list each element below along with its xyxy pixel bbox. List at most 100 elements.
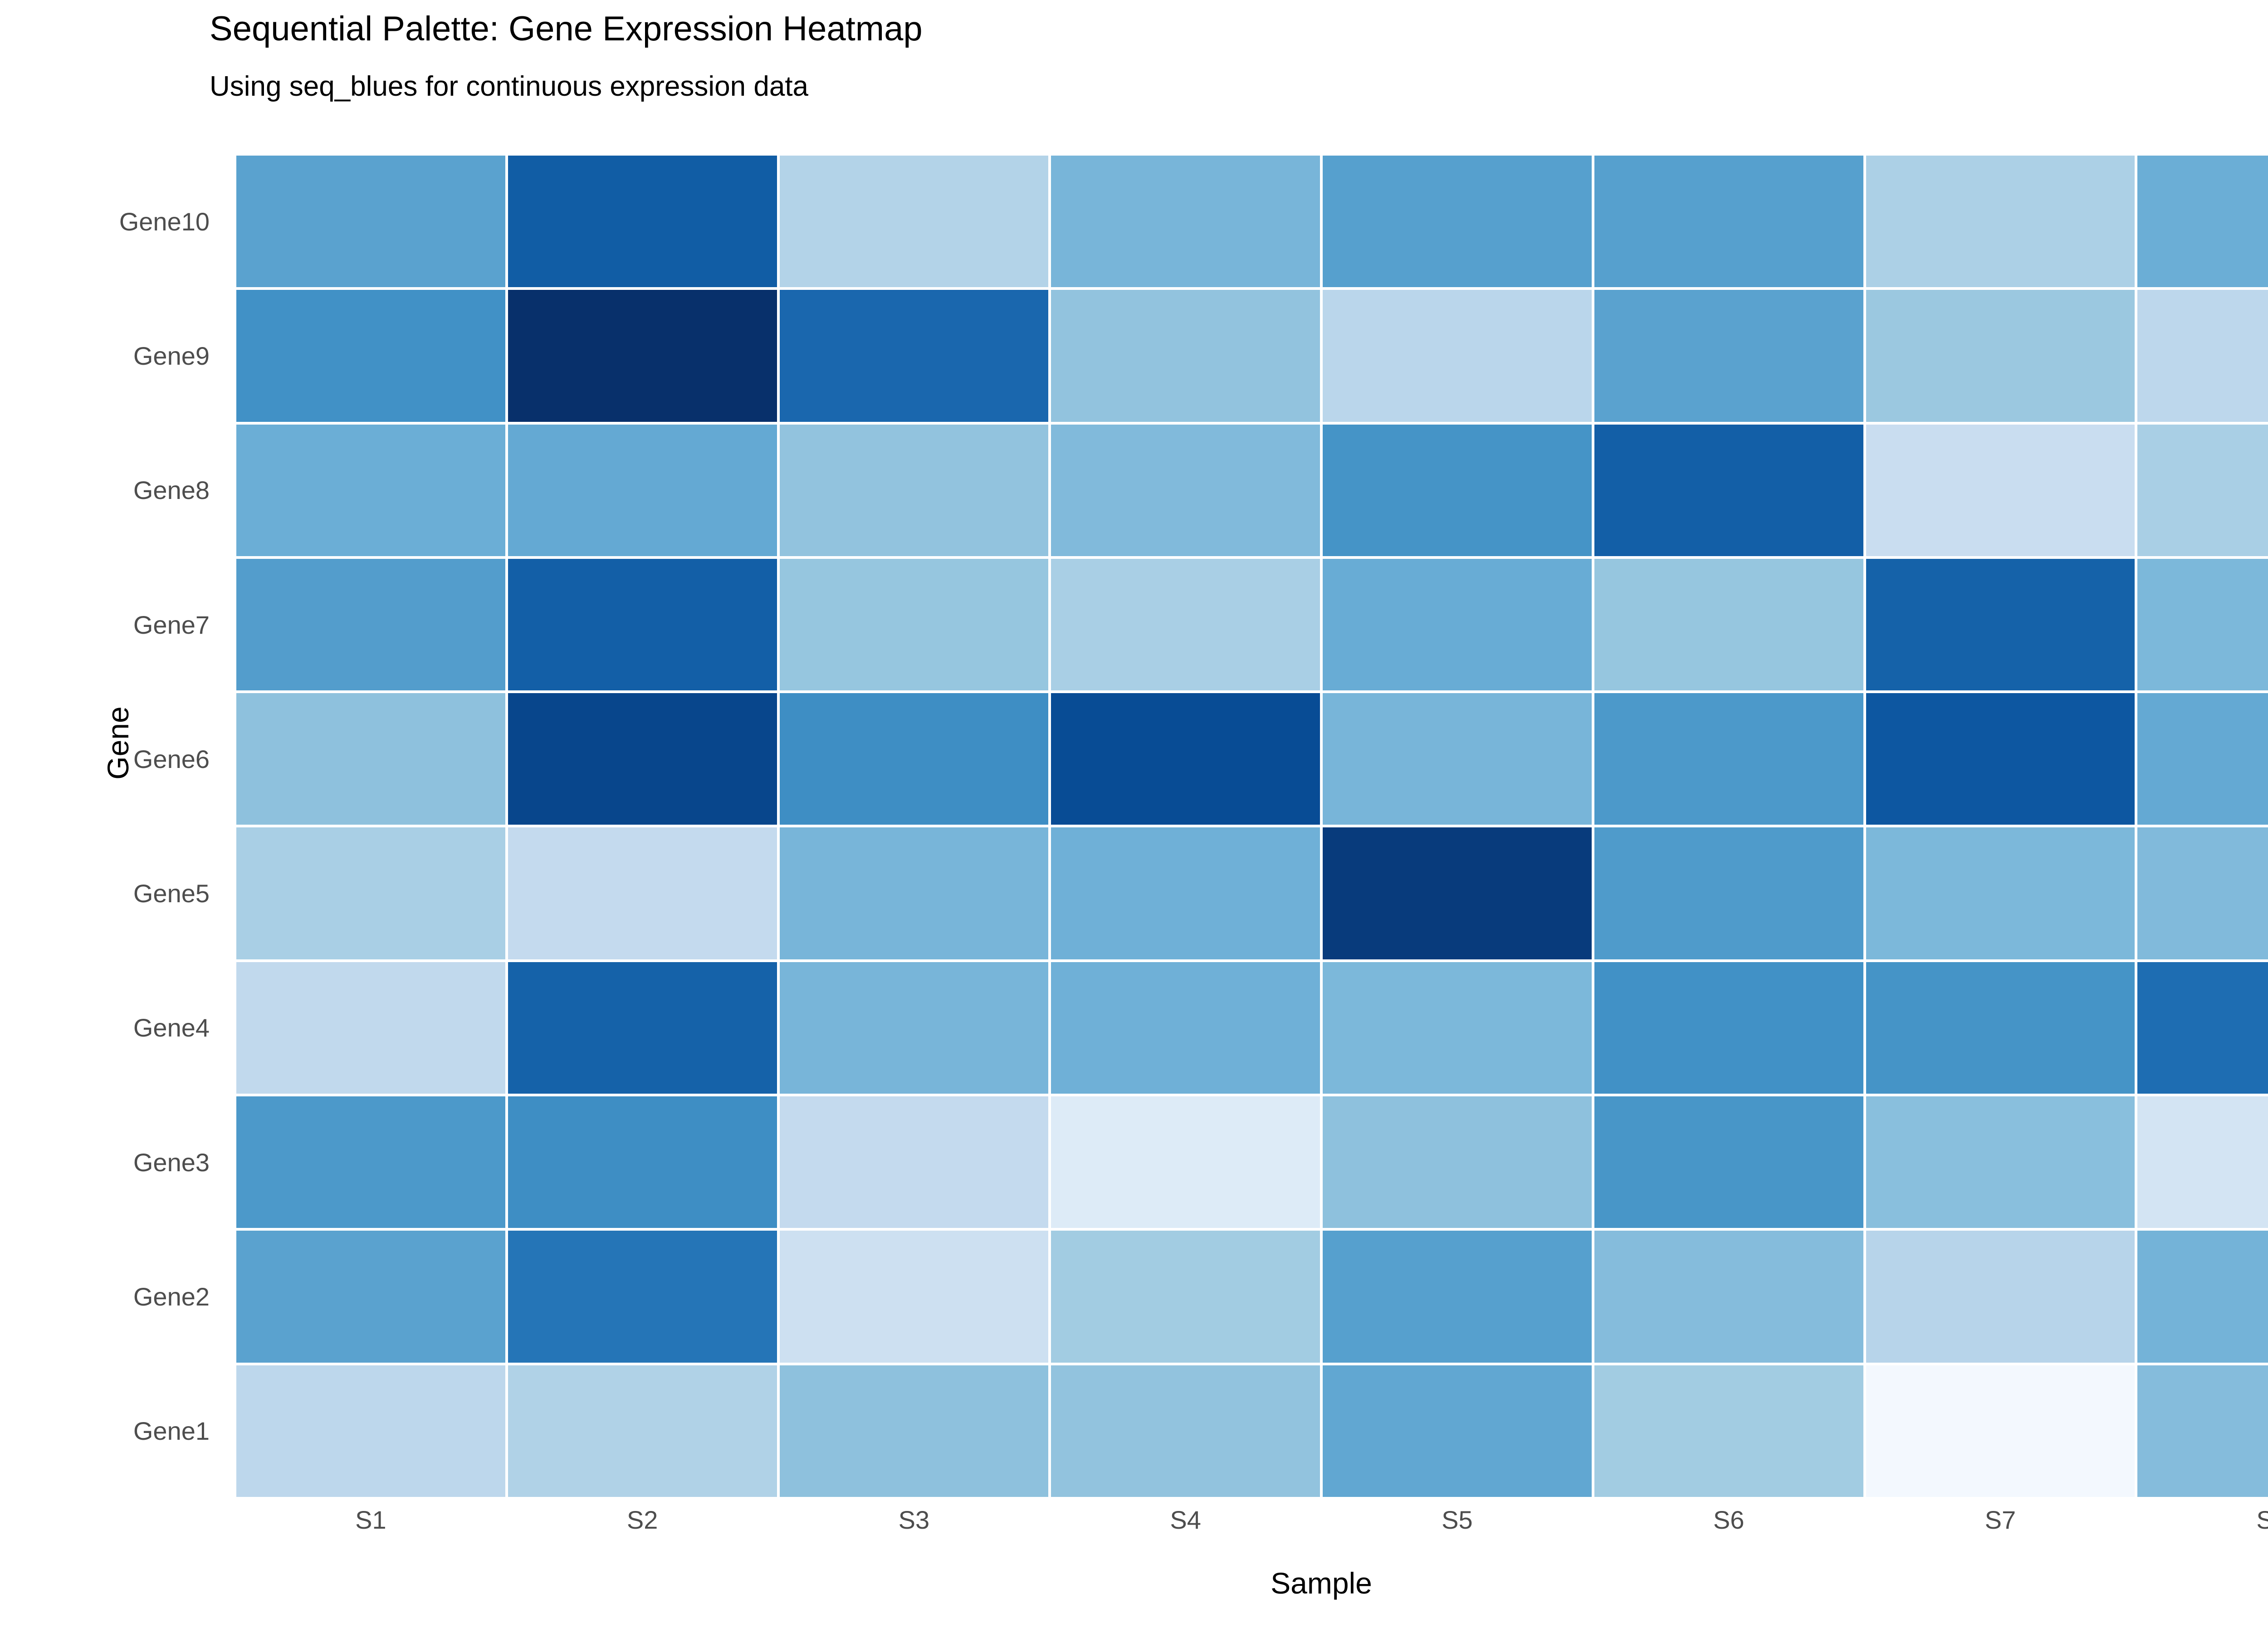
x-axis-title: Sample (1271, 1566, 1372, 1600)
heatmap-grid (235, 154, 2268, 1498)
heatmap-cell[interactable] (778, 960, 1050, 1095)
y-tick-label: Gene5 (133, 879, 210, 908)
heatmap-cell[interactable] (506, 960, 778, 1095)
heatmap-cell[interactable] (1321, 154, 1593, 289)
y-tick-label: Gene7 (133, 610, 210, 639)
heatmap-cell[interactable] (1864, 288, 2136, 423)
heatmap-cell[interactable] (1864, 1364, 2136, 1498)
heatmap-cell[interactable] (2136, 1229, 2268, 1364)
heatmap-cell[interactable] (1050, 557, 1321, 692)
heatmap-cell[interactable] (1864, 423, 2136, 557)
heatmap-cell[interactable] (1050, 1364, 1321, 1498)
x-tick-label: S8 (2256, 1506, 2268, 1534)
x-tick-label: S6 (1713, 1506, 1745, 1534)
y-tick-label: Gene8 (133, 476, 210, 505)
heatmap-cell[interactable] (1050, 826, 1321, 961)
heatmap-cell[interactable] (1593, 960, 1865, 1095)
heatmap-cell[interactable] (778, 826, 1050, 961)
heatmap-cell[interactable] (1864, 960, 2136, 1095)
heatmap-cell[interactable] (1864, 1095, 2136, 1230)
heatmap-cell[interactable] (1050, 692, 1321, 826)
heatmap-cell[interactable] (235, 557, 507, 692)
heatmap-cell[interactable] (235, 692, 507, 826)
heatmap-cell[interactable] (506, 423, 778, 557)
x-tick-label: S2 (626, 1506, 658, 1534)
heatmap-cell[interactable] (2136, 154, 2268, 289)
heatmap-cell[interactable] (1593, 288, 1865, 423)
heatmap-cell[interactable] (1593, 1229, 1865, 1364)
heatmap-cell[interactable] (2136, 1095, 2268, 1230)
heatmap-cell[interactable] (1864, 692, 2136, 826)
heatmap-cell[interactable] (235, 288, 507, 423)
x-tick-label: S7 (1984, 1506, 2016, 1534)
heatmap-panel (235, 154, 2268, 1498)
heatmap-cell[interactable] (1593, 826, 1865, 961)
heatmap-cell[interactable] (778, 557, 1050, 692)
heatmap-cell[interactable] (1593, 1095, 1865, 1230)
heatmap-cell[interactable] (1321, 423, 1593, 557)
heatmap-cell[interactable] (235, 1229, 507, 1364)
heatmap-cell[interactable] (2136, 692, 2268, 826)
heatmap-cell[interactable] (235, 960, 507, 1095)
heatmap-cell[interactable] (2136, 960, 2268, 1095)
heatmap-cell[interactable] (2136, 557, 2268, 692)
heatmap-cell[interactable] (1321, 692, 1593, 826)
heatmap-cell[interactable] (1864, 1229, 2136, 1364)
heatmap-cell[interactable] (778, 692, 1050, 826)
heatmap-cell[interactable] (1864, 826, 2136, 961)
heatmap-cell[interactable] (235, 826, 507, 961)
heatmap-cell[interactable] (1050, 1095, 1321, 1230)
heatmap-cell[interactable] (506, 1095, 778, 1230)
heatmap-cell[interactable] (1321, 826, 1593, 961)
heatmap-cell[interactable] (506, 288, 778, 423)
heatmap-cell[interactable] (235, 1095, 507, 1230)
heatmap-cell[interactable] (1593, 557, 1865, 692)
heatmap-cell[interactable] (778, 288, 1050, 423)
y-tick-label: Gene2 (133, 1282, 210, 1311)
heatmap-cell[interactable] (235, 1364, 507, 1498)
y-tick-label: Gene1 (133, 1417, 210, 1446)
heatmap-cell[interactable] (1050, 288, 1321, 423)
heatmap-cell[interactable] (1321, 960, 1593, 1095)
y-tick-label: Gene9 (133, 341, 210, 370)
heatmap-cell[interactable] (1050, 1229, 1321, 1364)
heatmap-cell[interactable] (778, 1095, 1050, 1230)
x-tick-label: S1 (355, 1506, 386, 1534)
heatmap-cell[interactable] (778, 1364, 1050, 1498)
heatmap-cell[interactable] (1593, 423, 1865, 557)
y-axis-tick-labels: Gene10 Gene9 Gene8 Gene7 Gene6 Gene5 Gene4 Gene… (50, 154, 221, 1498)
heatmap-cell[interactable] (1593, 154, 1865, 289)
heatmap-cell[interactable] (1321, 1364, 1593, 1498)
heatmap-cell[interactable] (506, 692, 778, 826)
heatmap-cell[interactable] (1593, 692, 1865, 826)
heatmap-cell[interactable] (1864, 557, 2136, 692)
heatmap-cell[interactable] (1593, 1364, 1865, 1498)
heatmap-cell[interactable] (2136, 288, 2268, 423)
heatmap-cell[interactable] (1321, 1229, 1593, 1364)
heatmap-cell[interactable] (1321, 1095, 1593, 1230)
heatmap-cell[interactable] (778, 423, 1050, 557)
heatmap-cell[interactable] (2136, 826, 2268, 961)
heatmap-cell[interactable] (235, 423, 507, 557)
heatmap-cell[interactable] (778, 154, 1050, 289)
heatmap-cell[interactable] (506, 557, 778, 692)
heatmap-cell[interactable] (1050, 423, 1321, 557)
x-tick-label: S4 (1170, 1506, 1201, 1534)
heatmap-cell[interactable] (1864, 154, 2136, 289)
heatmap-cell[interactable] (1050, 154, 1321, 289)
heatmap-cell[interactable] (2136, 1364, 2268, 1498)
heatmap-cell[interactable] (506, 826, 778, 961)
heatmap-cell[interactable] (1321, 288, 1593, 423)
heatmap-cell[interactable] (506, 1364, 778, 1498)
heatmap-cell[interactable] (235, 154, 507, 289)
heatmap-cell[interactable] (506, 154, 778, 289)
heatmap-cell[interactable] (2136, 423, 2268, 557)
x-axis-tick-labels: S1 S2 S3 S4 S5 S6 S7 S8 (235, 1505, 2268, 1546)
heatmap-cell[interactable] (778, 1229, 1050, 1364)
page-title: Sequential Palette: Gene Expression Heat… (210, 10, 923, 48)
y-tick-label: Gene4 (133, 1013, 210, 1042)
heatmap-cell[interactable] (506, 1229, 778, 1364)
heatmap-cell[interactable] (1050, 960, 1321, 1095)
y-tick-label: Gene6 (133, 744, 210, 773)
heatmap-cell[interactable] (1321, 557, 1593, 692)
